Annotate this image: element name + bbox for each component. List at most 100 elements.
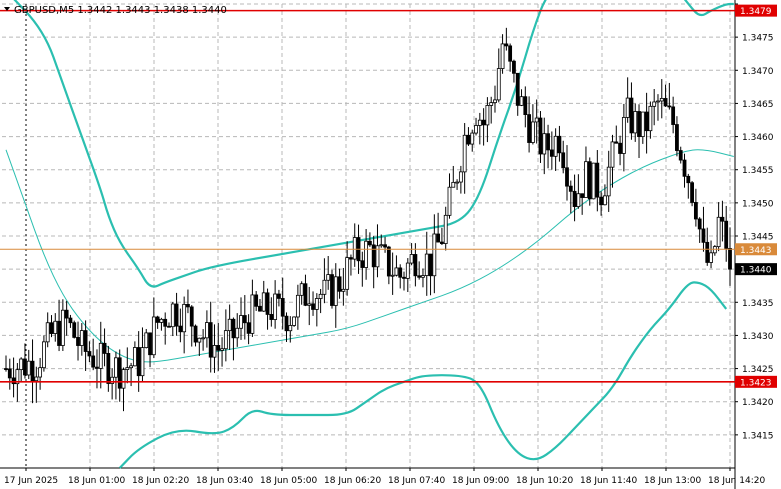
candle-body	[76, 337, 80, 346]
candle-body	[159, 318, 164, 323]
y-tick-label: 1.3425	[742, 365, 774, 375]
candle-body	[163, 318, 168, 327]
candle-body	[447, 186, 452, 216]
candle-body	[652, 101, 657, 107]
candle-body	[19, 358, 24, 371]
level-price-tag	[735, 375, 777, 388]
candle-body	[136, 347, 141, 377]
candle-body	[352, 237, 357, 260]
candle-body	[701, 228, 706, 243]
candle-body	[610, 141, 615, 168]
horizontal-levels[interactable]: 1.3479 1.3443 1.3423 1.3440	[0, 4, 777, 389]
candle-body	[629, 97, 634, 134]
candle-body	[155, 316, 160, 323]
candle-body	[542, 133, 547, 155]
candle-body	[201, 337, 206, 340]
candle-body	[258, 305, 262, 312]
candle-body	[428, 253, 433, 277]
candle-body	[83, 330, 88, 352]
candle-body	[466, 134, 471, 145]
candle-body	[197, 337, 202, 343]
candle-body	[409, 254, 414, 264]
candle-body	[326, 274, 331, 281]
level-price-label: 1.3423	[740, 378, 772, 388]
candle-body	[239, 315, 243, 329]
candle-body	[38, 367, 43, 378]
candle-body	[341, 288, 346, 292]
y-tick-label: 1.3455	[742, 166, 774, 176]
candle-body	[549, 149, 554, 157]
grid	[0, 0, 736, 489]
candle-body	[405, 262, 410, 279]
candle-body	[386, 246, 391, 277]
level-price-label: 1.3479	[740, 7, 772, 17]
candle-body	[413, 254, 418, 277]
candle-body	[648, 105, 653, 132]
candle-body	[508, 45, 513, 62]
x-tick-label: 18 Jun 11:40	[580, 476, 637, 486]
candle-body	[561, 152, 566, 169]
candle-body	[208, 322, 213, 358]
candle-body	[4, 368, 8, 370]
candle-body	[182, 303, 187, 333]
candle-body	[68, 317, 73, 324]
level-price-label: 1.3443	[740, 246, 772, 256]
candle-body	[95, 366, 99, 369]
candle-body	[292, 316, 296, 326]
candle-body	[7, 368, 12, 379]
candle-body	[15, 369, 20, 385]
candle-body	[311, 303, 315, 310]
candle-body	[79, 330, 84, 346]
candle-body	[299, 283, 304, 296]
candle-body	[621, 117, 626, 154]
candle-body	[45, 322, 50, 343]
candle-body	[477, 119, 482, 126]
price-axis: 1.3415 1.3420 1.3425 1.3430 1.3435 1.3445 1.34…	[735, 3, 774, 441]
candle-body	[523, 96, 528, 115]
candle-body	[231, 318, 236, 339]
candle-body	[527, 114, 531, 143]
candle-body	[360, 260, 365, 268]
candle-body	[474, 125, 478, 134]
candle-body	[277, 293, 281, 299]
candle-body	[60, 309, 65, 346]
candle-body	[709, 252, 713, 263]
y-tick-label: 1.3445	[742, 233, 774, 243]
candle-body	[500, 43, 505, 69]
candle-body	[470, 132, 475, 145]
candle-body	[383, 244, 387, 248]
candle-body	[91, 355, 96, 368]
candle-body	[603, 195, 607, 206]
y-tick-label: 1.3450	[742, 199, 774, 209]
candle-body	[504, 43, 509, 47]
triangle-down-icon[interactable]	[4, 7, 10, 11]
y-tick-label: 1.3460	[742, 133, 774, 143]
level-price-tag	[735, 243, 777, 256]
candle-body	[140, 347, 145, 377]
level-price-tag	[735, 4, 777, 17]
candle-body	[663, 98, 668, 107]
candle-body	[633, 111, 638, 134]
candle-body	[87, 351, 92, 357]
candle-body	[394, 267, 399, 276]
y-tick-label: 1.3435	[742, 299, 774, 309]
candle-body	[379, 244, 384, 247]
candle-body	[151, 316, 156, 356]
candle-body	[614, 141, 619, 144]
candle-body	[580, 193, 585, 198]
candle-body	[42, 341, 46, 369]
candle-body	[129, 365, 133, 369]
candle-body	[440, 241, 444, 244]
candle-body	[462, 134, 467, 173]
candle-body	[189, 306, 194, 327]
candle-body	[421, 275, 425, 278]
candle-body	[322, 279, 327, 295]
candle-body	[246, 322, 251, 334]
candle-body	[432, 233, 437, 277]
candle-body	[686, 175, 691, 184]
candle-body	[205, 322, 209, 339]
y-tick-label: 1.3470	[742, 67, 774, 77]
candle-body	[114, 357, 118, 378]
candle-body	[716, 216, 721, 248]
